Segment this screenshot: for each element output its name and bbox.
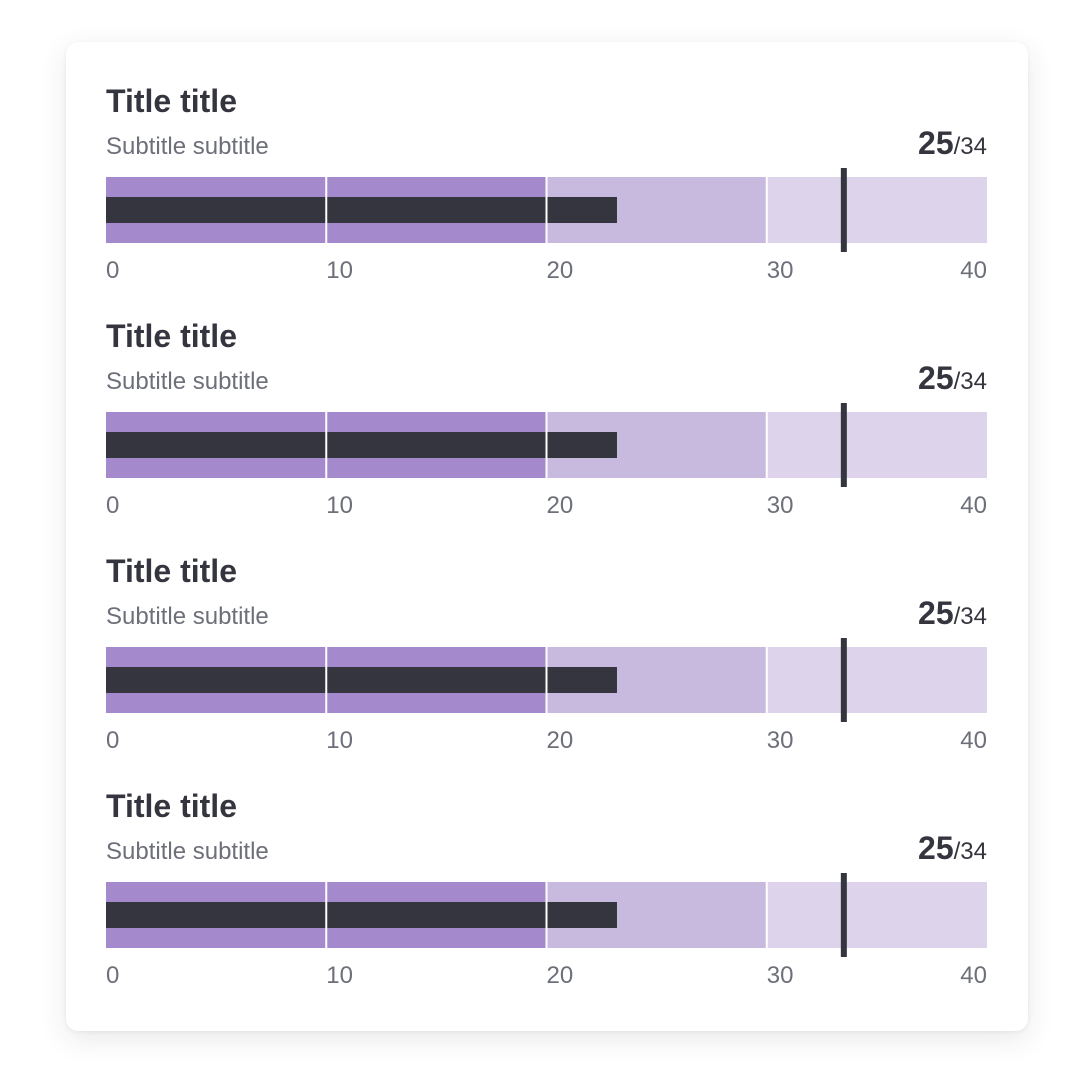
tick-label: 40: [960, 257, 987, 284]
bullet-chart-plot: 0 10 20 30 40: [106, 873, 987, 989]
bullet-chart-1: Title title Subtitle subtitle 25/34 0 10 2…: [106, 42, 987, 284]
bullet-chart-plot: 0 10 20 30 40: [106, 638, 987, 754]
bullet-score: 25/34: [918, 361, 987, 402]
bullet-subtitle: Subtitle subtitle: [106, 838, 269, 865]
bullet-chart-plot: 0 10 20 30 40: [106, 168, 987, 284]
score-target: 34: [960, 603, 987, 630]
measure-bar: [106, 197, 617, 223]
bullet-chart-4: Title title Subtitle subtitle 25/34 0 10 2…: [106, 747, 987, 989]
bullet-chart-card: Title title Subtitle subtitle 25/34 0 10 2…: [66, 42, 1028, 1031]
measure-bar: [106, 432, 617, 458]
tick-label: 40: [960, 962, 987, 989]
bullet-subtitle: Subtitle subtitle: [106, 368, 269, 395]
tick-label: 10: [326, 257, 353, 284]
bullet-score: 25/34: [918, 126, 987, 167]
measure-bar: [106, 902, 617, 928]
range-band-good: [766, 412, 987, 478]
target-marker: [840, 168, 847, 252]
tick-label: 20: [547, 257, 574, 284]
bullet-subtitle: Subtitle subtitle: [106, 133, 269, 160]
score-value: 25: [918, 125, 954, 161]
score-separator: /: [953, 603, 961, 630]
tick-label: 30: [767, 962, 794, 989]
range-band-good: [766, 647, 987, 713]
tick-label: 30: [767, 727, 794, 754]
tick-label: 0: [106, 962, 119, 989]
bullet-title: Title title: [106, 83, 237, 119]
range-band-good: [766, 882, 987, 948]
tick-label: 10: [326, 492, 353, 519]
tick-label: 40: [960, 727, 987, 754]
tick-label: 0: [106, 492, 119, 519]
score-value: 25: [918, 595, 954, 631]
target-marker: [840, 873, 847, 957]
measure-bar: [106, 667, 617, 693]
tick-label: 40: [960, 492, 987, 519]
bullet-chart-3: Title title Subtitle subtitle 25/34 0 10 2…: [106, 512, 987, 754]
bullet-subtitle: Subtitle subtitle: [106, 603, 269, 630]
score-value: 25: [918, 360, 954, 396]
bullet-chart-plot: 0 10 20 30 40: [106, 403, 987, 519]
target-marker: [840, 638, 847, 722]
tick-label: 20: [547, 727, 574, 754]
range-band-good: [766, 177, 987, 243]
bullet-title: Title title: [106, 553, 237, 589]
score-target: 34: [960, 133, 987, 160]
target-marker: [840, 403, 847, 487]
score-target: 34: [960, 838, 987, 865]
bullet-title: Title title: [106, 788, 237, 824]
bullet-score: 25/34: [918, 831, 987, 872]
score-separator: /: [953, 368, 961, 395]
tick-label: 20: [547, 962, 574, 989]
bullet-chart-2: Title title Subtitle subtitle 25/34 0 10 2…: [106, 277, 987, 519]
tick-label: 30: [767, 492, 794, 519]
tick-label: 30: [767, 257, 794, 284]
tick-label: 0: [106, 257, 119, 284]
bullet-score: 25/34: [918, 596, 987, 637]
score-separator: /: [953, 133, 961, 160]
score-value: 25: [918, 830, 954, 866]
score-separator: /: [953, 838, 961, 865]
tick-label: 20: [547, 492, 574, 519]
tick-label: 0: [106, 727, 119, 754]
tick-label: 10: [326, 727, 353, 754]
score-target: 34: [960, 368, 987, 395]
bullet-title: Title title: [106, 318, 237, 354]
tick-label: 10: [326, 962, 353, 989]
